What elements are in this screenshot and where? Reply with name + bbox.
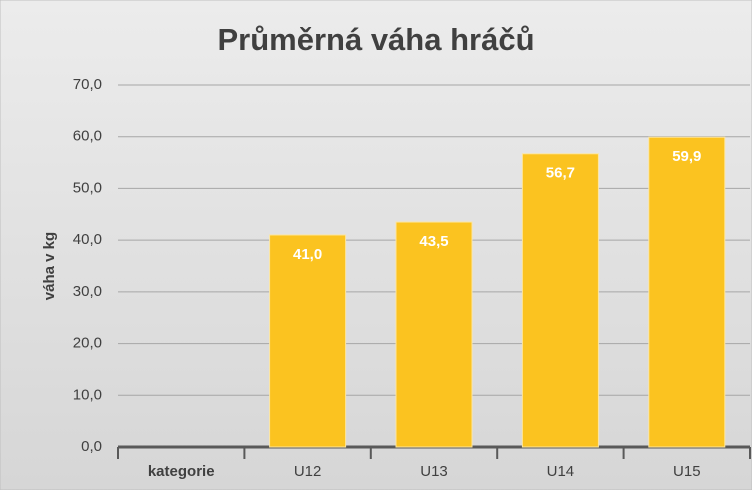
y-axis-label: váha v kg (41, 232, 58, 300)
y-tick-label: 20,0 (73, 335, 102, 352)
bar (269, 234, 347, 448)
data-label: 59,9 (672, 148, 701, 165)
y-tick-label: 40,0 (73, 231, 102, 248)
bar (395, 221, 473, 448)
x-tick-label: U15 (673, 463, 701, 480)
y-tick-label: 30,0 (73, 283, 102, 300)
bar (648, 136, 726, 448)
x-tick-label: U14 (547, 463, 575, 480)
data-label: 43,5 (419, 233, 448, 250)
x-tick-label: U12 (294, 463, 322, 480)
x-tick-label: kategorie (148, 463, 215, 480)
y-tick-label: 10,0 (73, 386, 102, 403)
data-label: 56,7 (546, 165, 575, 182)
chart-title: Průměrná váha hráčů (217, 22, 534, 57)
x-tick-label: U13 (420, 463, 448, 480)
y-tick-label: 0,0 (81, 438, 102, 455)
data-label: 41,0 (293, 246, 322, 263)
y-tick-label: 60,0 (73, 128, 102, 145)
y-tick-label: 50,0 (73, 179, 102, 196)
bar (521, 153, 599, 448)
y-tick-label: 70,0 (73, 76, 102, 93)
